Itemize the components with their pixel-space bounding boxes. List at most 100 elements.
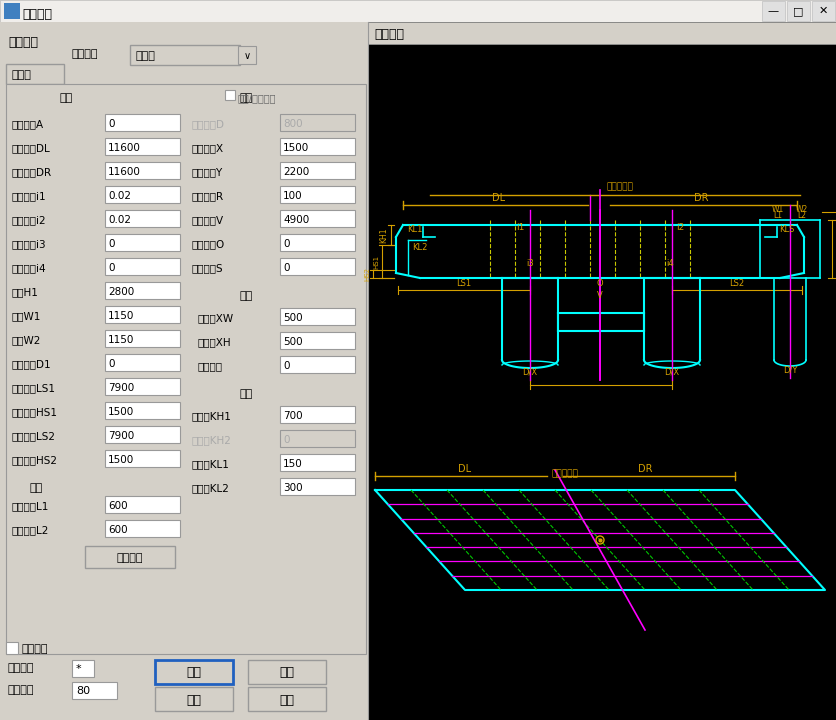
Bar — [280, 478, 354, 495]
Bar — [280, 138, 354, 155]
Text: DL: DL — [492, 193, 505, 203]
Bar — [155, 660, 232, 684]
Text: 600: 600 — [108, 525, 127, 535]
Text: —: — — [767, 6, 777, 16]
Bar — [280, 234, 354, 251]
Text: 控制设置: 控制设置 — [8, 36, 38, 49]
Text: 盖梁左端HS1: 盖梁左端HS1 — [12, 407, 58, 417]
Text: LS1: LS1 — [456, 279, 471, 287]
Text: 布孔偏心D1: 布孔偏心D1 — [12, 359, 52, 369]
Bar — [280, 258, 354, 275]
Text: D/X: D/X — [664, 367, 679, 377]
Text: 立柱中心O: 立柱中心O — [191, 239, 225, 249]
Text: 挡块宽KL1: 挡块宽KL1 — [191, 459, 230, 469]
Text: 1500: 1500 — [108, 407, 134, 417]
Text: i4: i4 — [665, 259, 673, 269]
Text: 800: 800 — [283, 119, 303, 129]
Text: 盖梁右端HS2: 盖梁右端HS2 — [12, 455, 58, 465]
Text: 0.02: 0.02 — [108, 215, 131, 225]
Bar — [4, 3, 20, 19]
Bar — [10, 88, 178, 106]
Bar — [280, 406, 354, 423]
Text: 1150: 1150 — [108, 311, 135, 321]
Text: 宽度W1: 宽度W1 — [12, 311, 41, 321]
Text: 图形示例: 图形示例 — [374, 29, 404, 42]
Bar — [104, 496, 180, 513]
Text: 300: 300 — [283, 483, 303, 493]
Bar — [811, 1, 834, 21]
Text: KL2: KL2 — [412, 243, 427, 251]
Text: HS2: HS2 — [364, 267, 370, 281]
Text: LS2: LS2 — [728, 279, 744, 287]
Text: 盖梁: 盖梁 — [60, 93, 74, 103]
Text: 高度H1: 高度H1 — [12, 287, 38, 297]
Bar — [225, 90, 235, 100]
Bar — [280, 454, 354, 471]
Text: 立柱间距V: 立柱间距V — [191, 215, 224, 225]
Bar — [104, 354, 180, 371]
Text: 系梁高XH: 系梁高XH — [198, 337, 232, 347]
Text: 1150: 1150 — [108, 335, 135, 345]
Text: 700: 700 — [283, 411, 303, 421]
Bar — [104, 138, 180, 155]
Bar — [280, 162, 354, 179]
Text: HS1: HS1 — [373, 254, 379, 269]
Bar — [280, 308, 354, 325]
Bar — [130, 45, 240, 65]
Text: 11600: 11600 — [108, 167, 140, 177]
Text: ∨: ∨ — [243, 51, 250, 61]
Bar — [104, 258, 180, 275]
Text: DL: DL — [458, 464, 471, 474]
Bar — [786, 1, 809, 21]
Text: 150: 150 — [283, 459, 303, 469]
Text: 立柱偏心S: 立柱偏心S — [191, 263, 223, 273]
Bar — [104, 402, 180, 419]
Text: i3: i3 — [526, 259, 533, 269]
Text: 0: 0 — [283, 361, 289, 371]
Bar — [104, 450, 180, 467]
Bar — [280, 356, 354, 373]
Bar — [104, 330, 180, 347]
Bar — [72, 660, 94, 677]
Text: 7900: 7900 — [108, 431, 134, 441]
Text: 80: 80 — [76, 686, 90, 696]
Text: 立柱纵宽Y: 立柱纵宽Y — [191, 167, 223, 177]
Text: 立柱倒角R: 立柱倒角R — [191, 191, 224, 201]
Bar — [280, 332, 354, 349]
Text: 右侧长度DR: 右侧长度DR — [12, 167, 52, 177]
Text: 打开: 打开 — [186, 693, 201, 706]
Text: 0: 0 — [108, 239, 115, 249]
Text: 100: 100 — [283, 191, 303, 201]
Text: 500: 500 — [283, 313, 303, 323]
Text: 0: 0 — [283, 435, 289, 445]
Text: 立柱横宽X: 立柱横宽X — [191, 143, 224, 153]
Text: 输出图形: 输出图形 — [8, 663, 34, 673]
Text: 系梁位置: 系梁位置 — [198, 361, 222, 371]
Text: O: O — [596, 279, 603, 287]
Text: W1: W1 — [771, 205, 783, 215]
Text: 挡块宽KL2: 挡块宽KL2 — [191, 483, 230, 493]
Text: 斜角角度A: 斜角角度A — [12, 119, 44, 129]
Text: 0: 0 — [283, 239, 289, 249]
Bar — [10, 476, 178, 492]
Text: 支座位置L2: 支座位置L2 — [12, 525, 49, 535]
Text: 立柱: 立柱 — [240, 93, 253, 103]
Text: □: □ — [792, 6, 803, 16]
Text: 4900: 4900 — [283, 215, 308, 225]
Bar — [104, 210, 180, 227]
Bar — [104, 234, 180, 251]
Text: 显示钢筋: 显示钢筋 — [22, 644, 48, 654]
Text: W2: W2 — [795, 205, 808, 215]
Text: i2: i2 — [675, 223, 683, 233]
Text: D/Y: D/Y — [782, 366, 796, 374]
Text: 右侧底坡i4: 右侧底坡i4 — [12, 263, 47, 273]
Bar — [104, 186, 180, 203]
Text: 1500: 1500 — [108, 455, 134, 465]
Text: 道路设计线: 道路设计线 — [606, 182, 633, 192]
Text: 圆形/矩形立柱: 圆形/矩形立柱 — [237, 93, 276, 103]
Text: 0.02: 0.02 — [108, 191, 131, 201]
Text: 左侧底坡i3: 左侧底坡i3 — [12, 239, 47, 249]
Text: 保存: 保存 — [279, 693, 294, 706]
Bar — [280, 114, 354, 131]
Text: 支座位置L1: 支座位置L1 — [12, 501, 49, 511]
